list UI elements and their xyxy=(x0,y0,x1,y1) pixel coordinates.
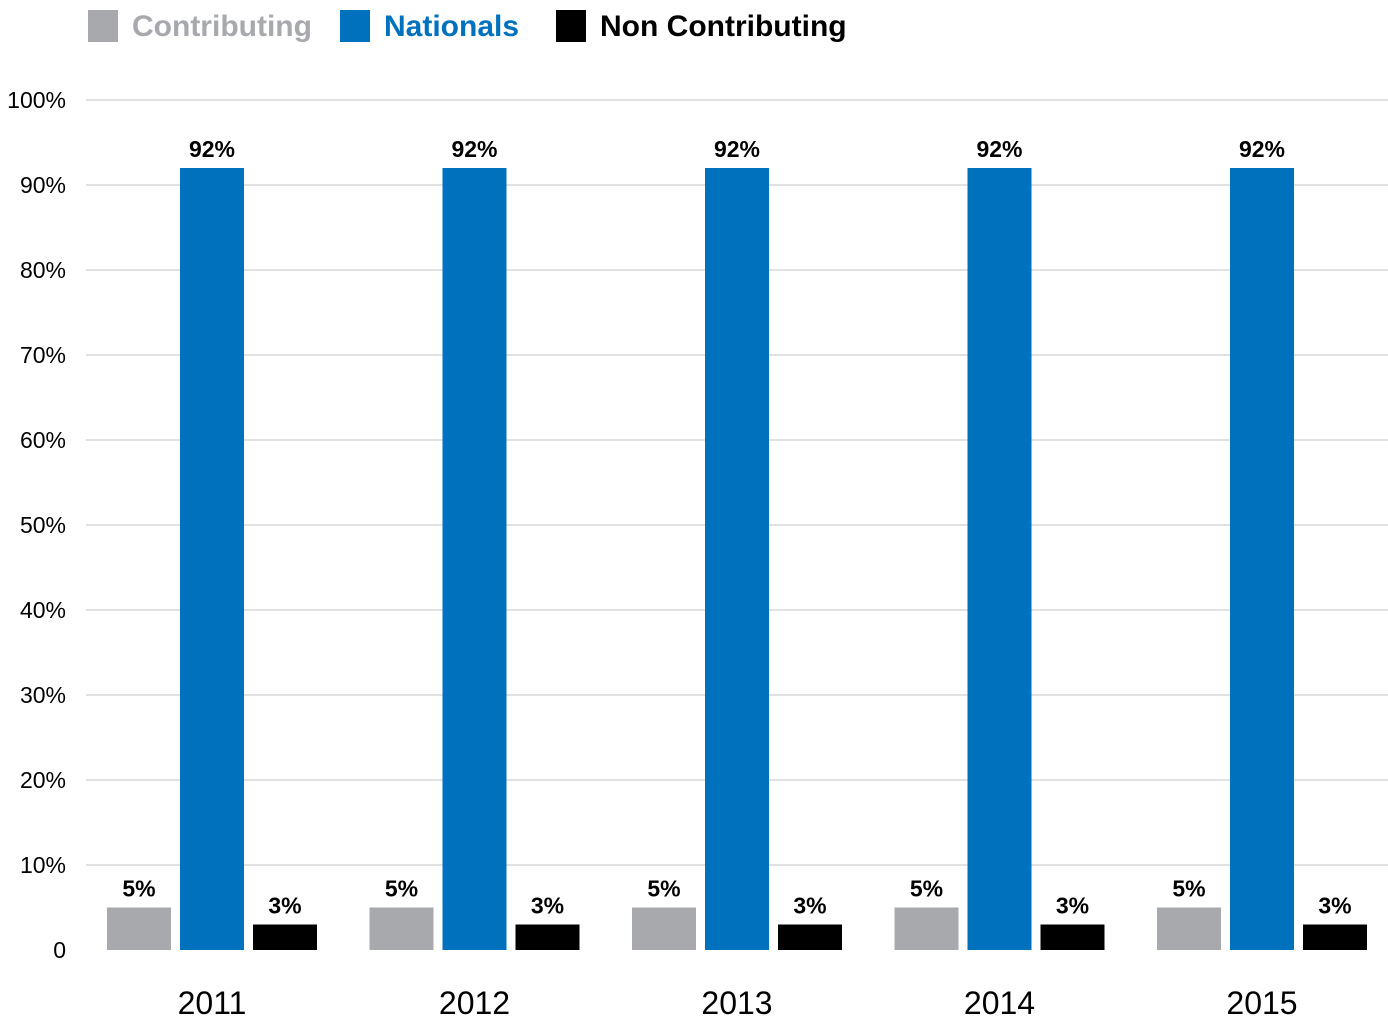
bar-value-label: 3% xyxy=(268,893,301,919)
bar xyxy=(107,907,171,950)
bar-value-label: 5% xyxy=(1172,876,1205,902)
bar-value-label: 5% xyxy=(122,876,155,902)
bar xyxy=(180,168,244,950)
bar xyxy=(894,907,959,950)
y-tick-label: 30% xyxy=(20,682,66,708)
bar xyxy=(705,168,769,950)
y-tick-label: 20% xyxy=(20,767,66,793)
y-tick-label: 100% xyxy=(7,87,66,113)
legend-label-1: Contributing xyxy=(132,10,312,43)
bar xyxy=(442,168,507,950)
x-category-label: 2015 xyxy=(1226,985,1297,1021)
legend-swatch-2 xyxy=(340,10,370,42)
bar-value-label: 92% xyxy=(189,136,235,162)
bar xyxy=(369,907,434,950)
y-tick-label: 70% xyxy=(20,342,66,368)
bar xyxy=(1040,924,1105,950)
legend-swatch-1 xyxy=(88,10,118,42)
bar xyxy=(1230,168,1294,950)
legend-swatch-3 xyxy=(556,10,586,42)
bar-value-label: 3% xyxy=(793,893,826,919)
y-tick-label: 10% xyxy=(20,852,66,878)
y-tick-label: 50% xyxy=(20,512,66,538)
y-tick-label: 60% xyxy=(20,427,66,453)
bar-value-label: 5% xyxy=(385,876,418,902)
x-category-label: 2013 xyxy=(701,985,772,1021)
legend-label-2: Nationals xyxy=(384,10,519,43)
bar-value-label: 3% xyxy=(1056,893,1089,919)
y-tick-label: 80% xyxy=(20,257,66,283)
bar-value-label: 92% xyxy=(451,136,497,162)
bar xyxy=(253,924,317,950)
bar xyxy=(632,907,696,950)
legend-label-3: Non Contributing xyxy=(600,10,847,43)
bar xyxy=(967,168,1032,950)
bar xyxy=(515,924,580,950)
x-category-label: 2012 xyxy=(439,985,510,1021)
bar-value-label: 3% xyxy=(531,893,564,919)
y-tick-label: 90% xyxy=(20,172,66,198)
bar-value-label: 5% xyxy=(910,876,943,902)
bar xyxy=(1157,907,1221,950)
bar-value-label: 92% xyxy=(714,136,760,162)
bar xyxy=(778,924,842,950)
bar-value-label: 3% xyxy=(1318,893,1351,919)
y-tick-label: 40% xyxy=(20,597,66,623)
bar xyxy=(1303,924,1367,950)
x-category-label: 2011 xyxy=(178,985,247,1021)
x-category-label: 2014 xyxy=(964,985,1035,1021)
bar-value-label: 92% xyxy=(1239,136,1285,162)
y-tick-label: 0 xyxy=(53,937,66,963)
bar-value-label: 92% xyxy=(976,136,1022,162)
bar-value-label: 5% xyxy=(647,876,680,902)
